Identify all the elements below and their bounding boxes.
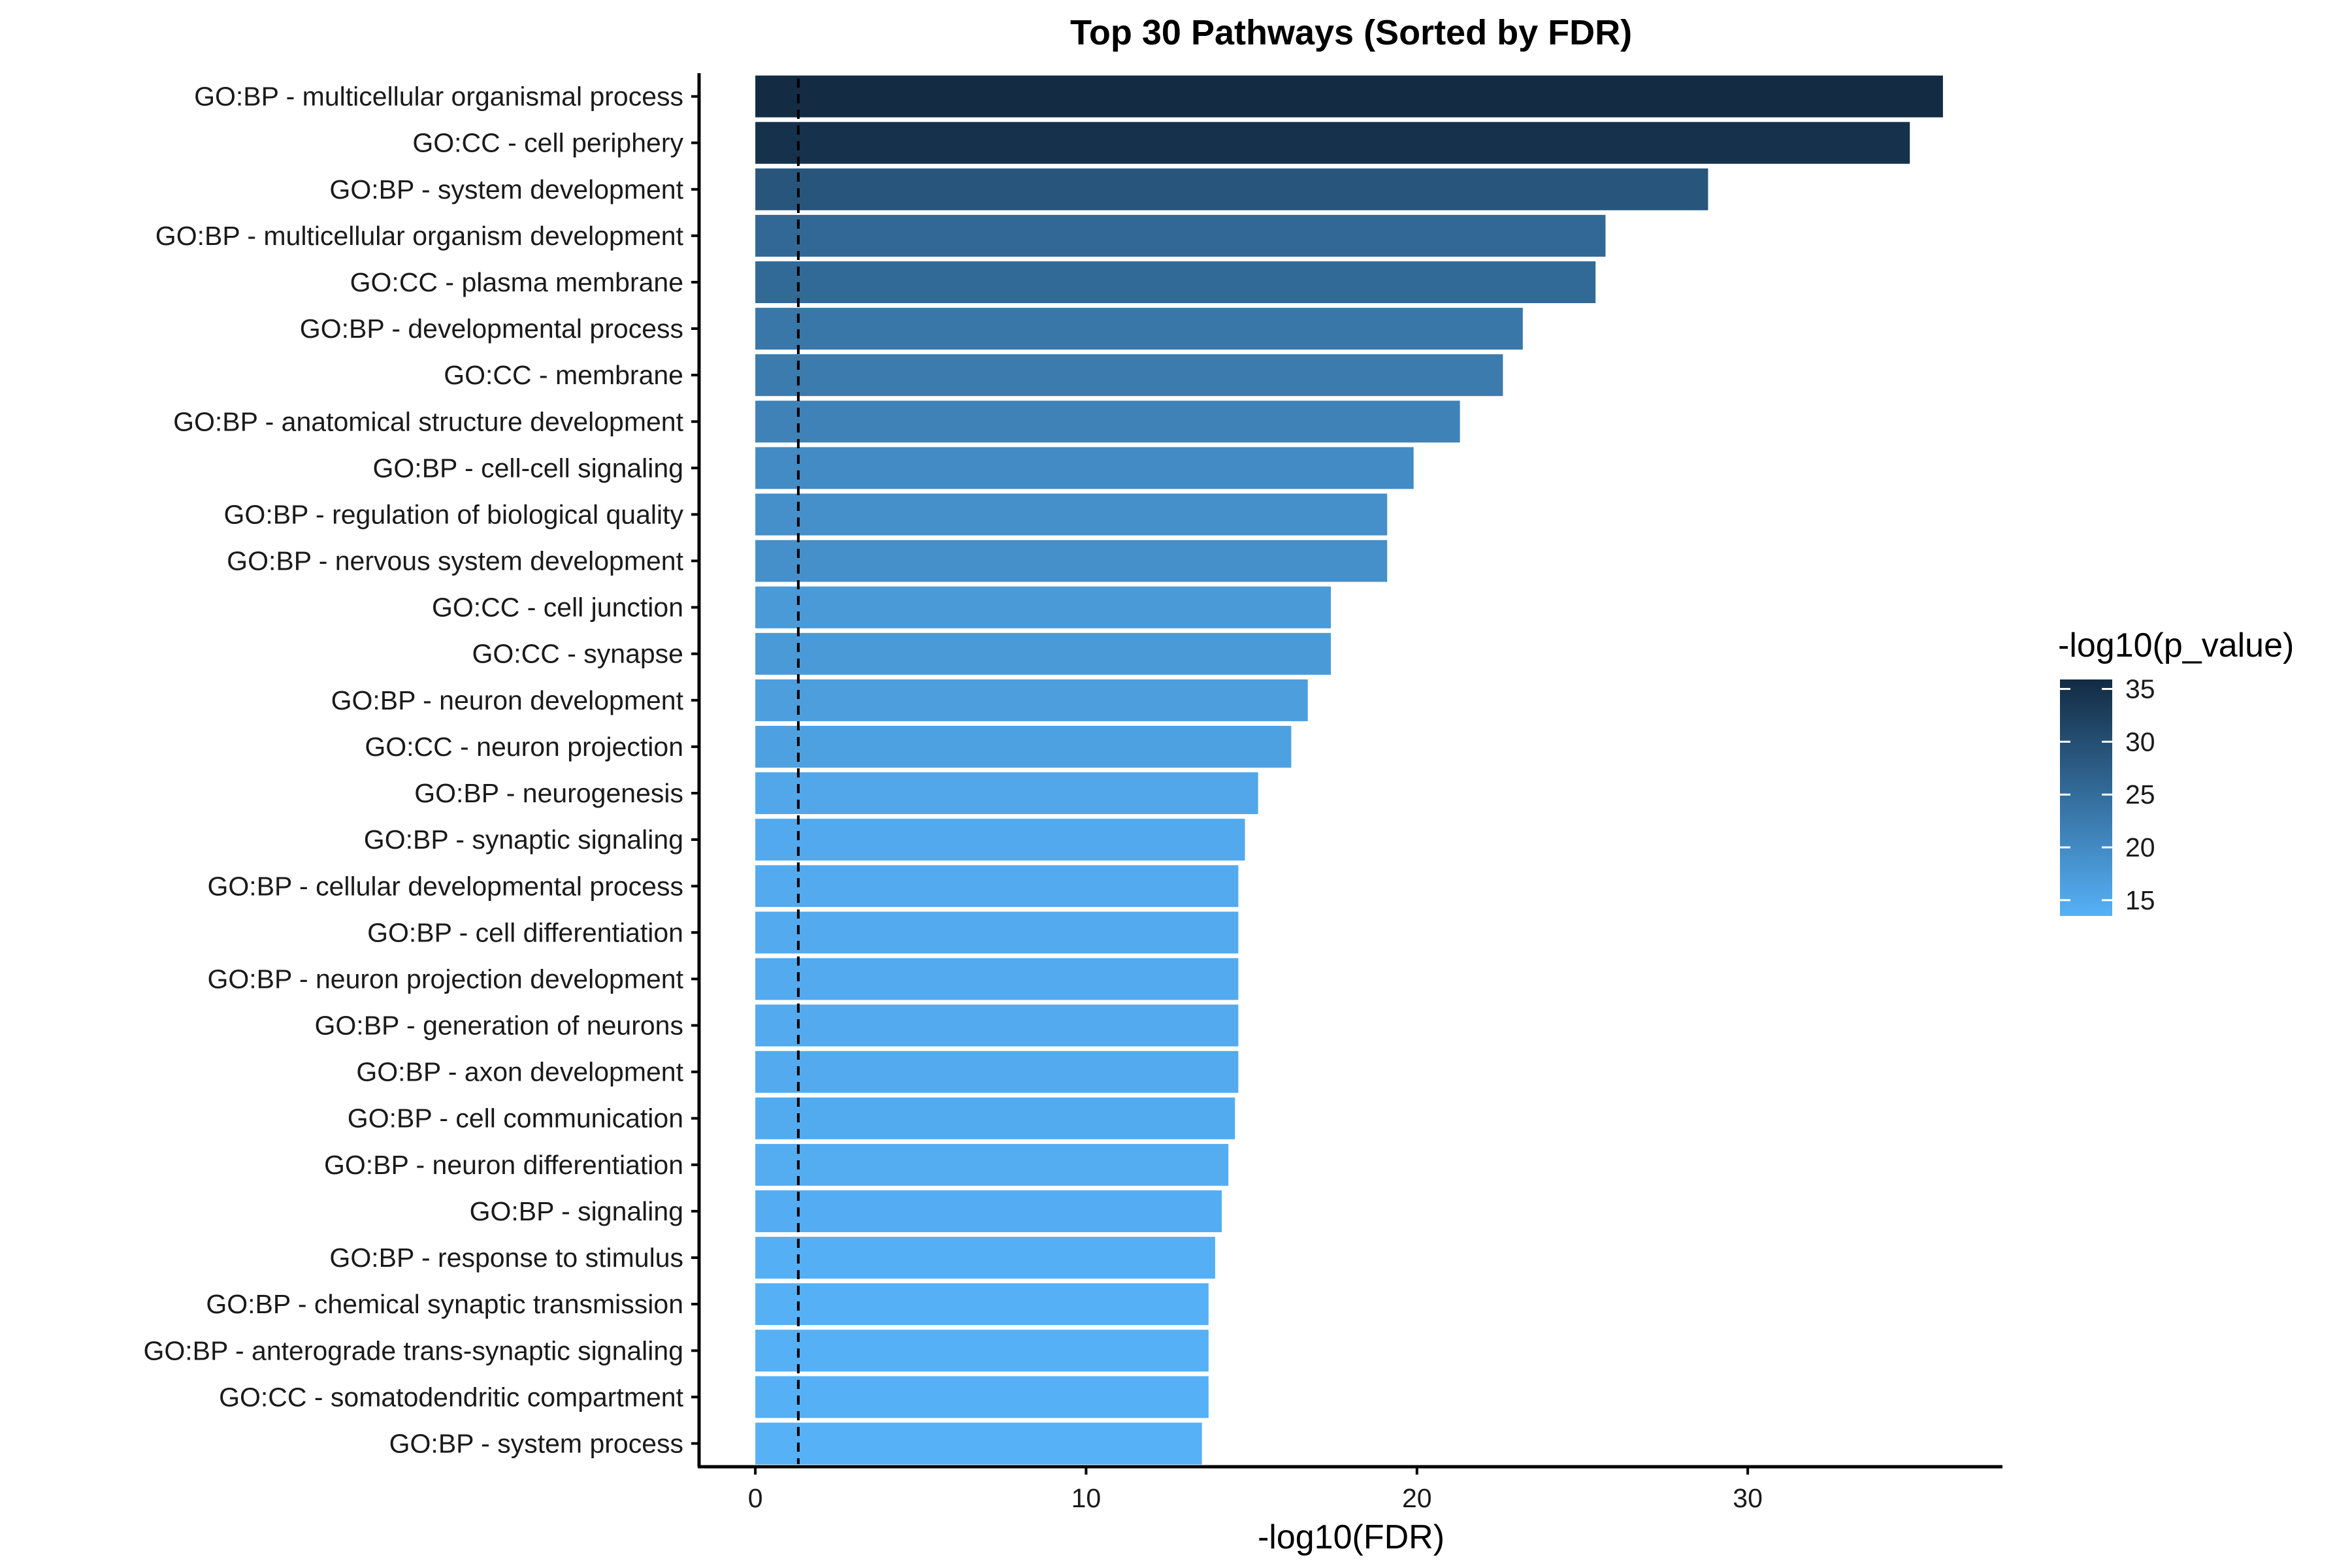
category-label: GO:BP - multicellular organism developme…	[155, 221, 684, 251]
legend: -log10(p_value) 15 20 25 30 35	[2058, 627, 2294, 916]
bar	[755, 632, 1331, 675]
category-label: GO:BP - anatomical structure development	[173, 406, 683, 436]
category-label: GO:BP - neurogenesis	[414, 778, 683, 808]
bar	[755, 1190, 1222, 1232]
category-label: GO:BP - system process	[389, 1428, 683, 1458]
category-label: GO:BP - cell differentiation	[367, 917, 683, 947]
legend-colorbar	[2060, 679, 2112, 916]
category-label: GO:BP - neuron differentiation	[324, 1150, 683, 1180]
bar	[755, 679, 1308, 721]
bar	[755, 1143, 1229, 1186]
category-label: GO:CC - somatodendritic compartment	[219, 1382, 684, 1412]
category-label: GO:BP - developmental process	[300, 314, 683, 344]
category-label: GO:BP - generation of neurons	[315, 1011, 683, 1041]
x-tick-label: 20	[1402, 1483, 1432, 1513]
bars-group	[755, 75, 1943, 1465]
category-label: GO:BP - cell communication	[348, 1103, 683, 1134]
x-axis-title: -log10(FDR)	[1258, 1518, 1445, 1556]
bar	[755, 493, 1388, 536]
category-label: GO:CC - synapse	[472, 639, 683, 669]
category-labels: GO:BP - multicellular organismal process…	[143, 82, 699, 1458]
x-ticks: 0 10 20 30	[748, 1467, 1763, 1513]
category-label: GO:BP - chemical synaptic transmission	[206, 1289, 683, 1319]
bar	[755, 726, 1292, 768]
bar	[755, 447, 1414, 489]
legend-tick-label: 25	[2125, 779, 2155, 809]
bar	[755, 400, 1460, 443]
bar	[755, 1051, 1239, 1093]
bar	[755, 1330, 1209, 1372]
x-tick-label: 30	[1733, 1483, 1763, 1513]
bar	[755, 122, 1910, 164]
bar	[755, 1237, 1215, 1279]
category-label: GO:BP - signaling	[470, 1196, 683, 1226]
category-label: GO:CC - plasma membrane	[350, 267, 683, 297]
bar	[755, 1283, 1209, 1326]
x-tick-label: 0	[748, 1483, 763, 1513]
category-label: GO:BP - system development	[329, 174, 683, 204]
category-label: GO:BP - synaptic signaling	[364, 825, 683, 855]
category-label: GO:BP - multicellular organismal process	[194, 82, 683, 112]
legend-tick-label: 35	[2125, 674, 2155, 704]
category-label: GO:BP - anterograde trans-synaptic signa…	[143, 1335, 683, 1365]
bar	[755, 911, 1239, 954]
bar	[755, 1376, 1209, 1418]
bar	[755, 865, 1239, 907]
x-tick-label: 10	[1071, 1483, 1102, 1513]
category-label: GO:BP - axon development	[356, 1057, 683, 1087]
category-label: GO:CC - membrane	[444, 360, 683, 390]
bar	[755, 772, 1258, 815]
legend-tick-label: 30	[2125, 727, 2155, 757]
category-label: GO:BP - regulation of biological quality	[224, 499, 684, 529]
bar	[755, 354, 1503, 397]
bar	[755, 1097, 1235, 1139]
bar	[755, 168, 1708, 210]
legend-tick-label: 15	[2125, 885, 2155, 915]
category-label: GO:BP - cell-cell signaling	[373, 453, 683, 483]
category-label: GO:CC - cell periphery	[412, 128, 683, 158]
bar	[755, 261, 1596, 303]
bar	[755, 214, 1606, 257]
bar	[755, 1004, 1239, 1047]
category-label: GO:BP - neuron development	[331, 685, 684, 715]
category-label: GO:BP - response to stimulus	[329, 1243, 683, 1273]
legend-tick-label: 20	[2125, 832, 2155, 862]
legend-ticks: 15 20 25 30 35	[2060, 674, 2155, 915]
chart-title: Top 30 Pathways (Sorted by FDR)	[1070, 13, 1632, 52]
category-label: GO:CC - neuron projection	[365, 732, 683, 762]
category-label: GO:CC - cell junction	[432, 593, 683, 623]
category-label: GO:BP - neuron projection development	[207, 964, 683, 994]
bar	[755, 1422, 1202, 1465]
category-label: GO:BP - nervous system development	[227, 546, 683, 576]
bar	[755, 819, 1245, 861]
bar	[755, 540, 1388, 582]
bar	[755, 586, 1331, 629]
bar	[755, 958, 1239, 1000]
bar	[755, 75, 1943, 118]
category-label: GO:BP - cellular developmental process	[208, 871, 683, 901]
bar	[755, 308, 1523, 350]
legend-title: -log10(p_value)	[2058, 627, 2294, 664]
